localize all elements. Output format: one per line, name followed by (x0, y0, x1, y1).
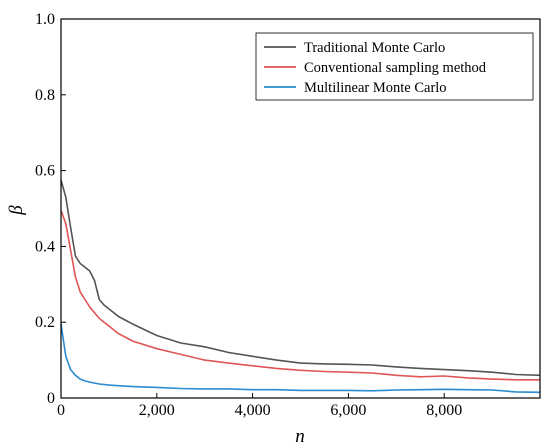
x-axis-label: n (295, 426, 305, 446)
y-tick-label: 0 (47, 390, 55, 407)
series-line-2 (60, 323, 541, 394)
x-axis-ticks: 0 2,000 4,000 6,000 8,000 (57, 393, 462, 419)
y-tick-label: 0.2 (35, 314, 55, 331)
series-layer (60, 179, 541, 394)
x-tick-label: 8,000 (426, 402, 462, 419)
legend-label-0: Traditional Monte Carlo (304, 40, 445, 56)
legend-label-1: Conventional sampling method (304, 60, 487, 76)
legend-items: Traditional Monte Carlo Conventional samp… (264, 40, 487, 96)
y-axis-ticks: 0 0.2 0.4 0.6 0.8 1.0 (35, 11, 66, 407)
x-tick-label: 2,000 (139, 402, 175, 419)
series-line-1 (60, 210, 540, 381)
x-tick-label: 0 (57, 402, 65, 419)
legend: Traditional Monte Carlo Conventional samp… (255, 32, 534, 101)
y-tick-label: 0.4 (35, 238, 55, 255)
legend-label-2: Multilinear Monte Carlo (304, 80, 447, 96)
y-axis-label: β (6, 205, 27, 216)
x-tick-label: 6,000 (330, 402, 366, 419)
series-line-0 (60, 179, 541, 377)
plot-frame (60, 18, 541, 399)
y-tick-label: 0.6 (35, 163, 55, 180)
legend-box (255, 32, 534, 101)
y-tick-label: 1.0 (35, 11, 55, 28)
y-tick-label: 0.8 (35, 87, 55, 104)
x-tick-label: 4,000 (235, 402, 271, 419)
